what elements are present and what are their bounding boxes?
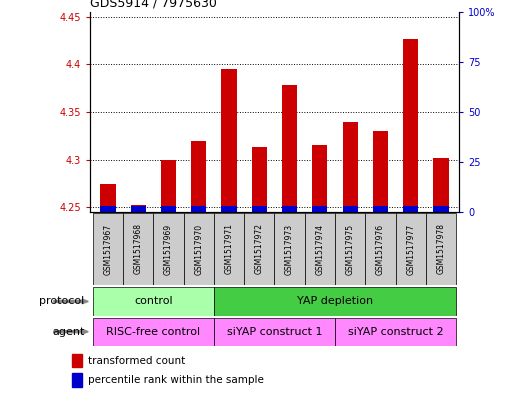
Text: control: control (134, 296, 173, 307)
Bar (244, 213, 274, 285)
Bar (373, 131, 388, 208)
Bar (222, 206, 236, 212)
Text: GSM1517968: GSM1517968 (134, 224, 143, 274)
Bar (161, 206, 176, 212)
Text: GSM1517973: GSM1517973 (285, 223, 294, 275)
Bar (252, 206, 267, 212)
Bar (365, 213, 396, 285)
Text: GDS5914 / 7975630: GDS5914 / 7975630 (90, 0, 216, 9)
Text: siYAP construct 1: siYAP construct 1 (227, 327, 322, 337)
Bar (131, 205, 146, 208)
Bar (343, 206, 358, 212)
Bar (191, 206, 206, 212)
Text: GSM1517970: GSM1517970 (194, 223, 203, 275)
Bar (426, 213, 456, 285)
Bar (191, 141, 206, 208)
Bar (222, 69, 236, 208)
Text: GSM1517967: GSM1517967 (104, 223, 112, 275)
Bar (282, 85, 297, 208)
Bar (101, 206, 115, 212)
Text: transformed count: transformed count (88, 356, 185, 366)
Bar (403, 206, 418, 212)
Text: RISC-free control: RISC-free control (106, 327, 201, 337)
Bar (214, 318, 335, 346)
Text: GSM1517976: GSM1517976 (376, 223, 385, 275)
Bar (72, 354, 82, 367)
Bar (184, 213, 214, 285)
Text: GSM1517969: GSM1517969 (164, 223, 173, 275)
Bar (153, 213, 184, 285)
Text: agent: agent (52, 327, 85, 337)
Text: percentile rank within the sample: percentile rank within the sample (88, 375, 264, 386)
Text: GSM1517972: GSM1517972 (255, 224, 264, 274)
Bar (214, 287, 456, 316)
Text: GSM1517978: GSM1517978 (437, 224, 445, 274)
Bar (433, 206, 448, 212)
Bar (335, 213, 365, 285)
Bar (93, 213, 123, 285)
Bar (312, 206, 327, 212)
Bar (93, 287, 214, 316)
Bar (396, 213, 426, 285)
Bar (93, 318, 214, 346)
Bar (101, 184, 115, 208)
Text: YAP depletion: YAP depletion (297, 296, 373, 307)
Bar (282, 206, 297, 212)
Bar (72, 373, 82, 387)
Text: GSM1517975: GSM1517975 (346, 223, 354, 275)
Text: siYAP construct 2: siYAP construct 2 (348, 327, 443, 337)
Bar (131, 206, 146, 212)
Bar (403, 39, 418, 208)
Bar (252, 147, 267, 208)
Bar (335, 318, 456, 346)
Bar (274, 213, 305, 285)
Text: GSM1517974: GSM1517974 (315, 223, 324, 275)
Bar (161, 160, 176, 208)
Bar (123, 213, 153, 285)
Bar (305, 213, 335, 285)
Bar (214, 213, 244, 285)
Bar (343, 121, 358, 208)
Bar (373, 206, 388, 212)
Text: GSM1517971: GSM1517971 (225, 224, 233, 274)
Bar (312, 145, 327, 208)
Text: protocol: protocol (40, 296, 85, 307)
Bar (433, 158, 448, 208)
Text: GSM1517977: GSM1517977 (406, 223, 415, 275)
